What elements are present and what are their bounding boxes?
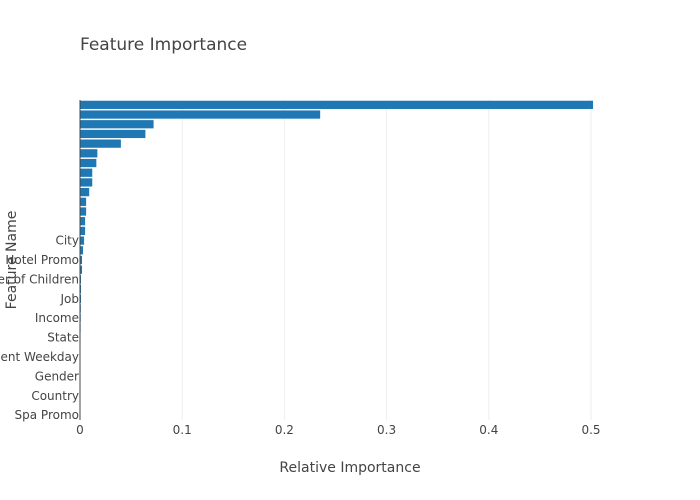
y-tick-label: Income <box>35 311 79 325</box>
x-tick-label: 0.1 <box>173 423 192 437</box>
chart-title: Feature Importance <box>80 35 247 55</box>
bar <box>80 139 121 148</box>
x-tick-label: 0.3 <box>377 423 396 437</box>
bars-group <box>80 100 594 420</box>
x-tick-label: 0.2 <box>275 423 294 437</box>
y-tick-label: Job <box>60 292 80 306</box>
x-tick-label: 0 <box>76 423 84 437</box>
bar <box>80 168 93 177</box>
bar <box>80 178 93 187</box>
y-tick-label: Gender <box>35 369 79 383</box>
y-tick-labels: City Hotel Promo Number of Children Job Inco… <box>0 234 79 423</box>
bar <box>80 246 84 255</box>
bar <box>80 188 90 197</box>
x-tick-label: 0.5 <box>581 423 600 437</box>
x-tick-label: 0.4 <box>479 423 498 437</box>
bar <box>80 275 82 284</box>
y-axis-title: Feature Name <box>4 211 20 310</box>
x-axis-title: Relative Importance <box>279 460 420 476</box>
bar <box>80 294 82 303</box>
y-tick-label: Hotel Promo <box>5 253 79 267</box>
bar <box>80 217 86 226</box>
bar <box>80 100 594 109</box>
gridlines <box>181 100 592 420</box>
y-tick-label: Spa Promo <box>15 408 79 422</box>
y-tick-label: Number of Children <box>0 272 79 286</box>
x-tick-labels: 0 0.1 0.2 0.3 0.4 0.5 <box>76 423 600 437</box>
bar <box>80 226 86 236</box>
y-tick-label: Country <box>31 389 79 403</box>
bar <box>80 265 83 274</box>
y-tick-label: State <box>47 331 79 345</box>
bar <box>80 197 87 206</box>
bar <box>80 255 83 265</box>
bar <box>80 207 87 216</box>
y-tick-label: City <box>55 234 79 248</box>
bar <box>80 129 146 139</box>
bar <box>80 158 97 168</box>
bar <box>80 149 98 158</box>
bar <box>80 284 82 294</box>
bar <box>80 236 85 245</box>
bar <box>80 110 321 119</box>
y-tick-label: Retirement Weekday <box>0 350 79 364</box>
bar <box>80 120 154 129</box>
